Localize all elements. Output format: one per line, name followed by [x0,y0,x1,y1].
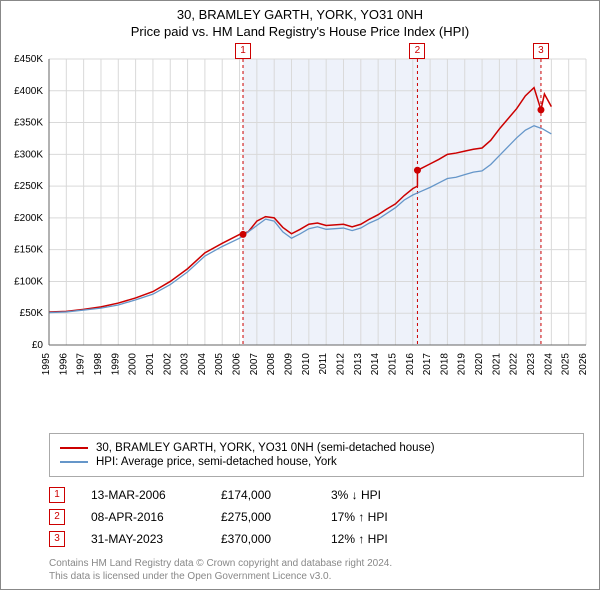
svg-text:2000: 2000 [128,353,139,376]
svg-text:1996: 1996 [58,353,69,376]
svg-text:2024: 2024 [543,353,554,376]
svg-text:£250K: £250K [14,181,43,192]
event-number: 1 [49,487,65,503]
svg-text:2004: 2004 [197,353,208,376]
event-marker-label: 3 [533,43,549,59]
svg-text:2026: 2026 [578,353,589,376]
event-diff: 17% ↑ HPI [331,510,451,524]
footer-line: Contains HM Land Registry data © Crown c… [49,557,584,570]
page-title: 30, BRAMLEY GARTH, YORK, YO31 0NH [1,7,599,22]
footer-line: This data is licensed under the Open Gov… [49,570,584,583]
svg-text:1999: 1999 [110,353,121,376]
svg-text:2008: 2008 [266,353,277,376]
event-diff: 3% ↓ HPI [331,488,451,502]
event-diff: 12% ↑ HPI [331,532,451,546]
event-date: 13-MAR-2006 [91,488,221,502]
legend-swatch [60,447,88,449]
svg-text:1998: 1998 [93,353,104,376]
legend-label: HPI: Average price, semi-detached house,… [96,456,337,468]
legend-swatch [60,461,88,463]
svg-text:£400K: £400K [14,86,43,97]
events-table: 1 13-MAR-2006 £174,000 3% ↓ HPI 2 08-APR… [49,481,451,553]
svg-text:£200K: £200K [14,213,43,224]
table-row: 1 13-MAR-2006 £174,000 3% ↓ HPI [49,487,451,503]
table-row: 3 31-MAY-2023 £370,000 12% ↑ HPI [49,531,451,547]
svg-text:2007: 2007 [249,353,260,376]
svg-text:2015: 2015 [387,353,398,376]
svg-text:£350K: £350K [14,118,43,129]
svg-text:£150K: £150K [14,245,43,256]
svg-text:£100K: £100K [14,276,43,287]
legend: 30, BRAMLEY GARTH, YORK, YO31 0NH (semi-… [49,433,584,477]
svg-text:2018: 2018 [439,353,450,376]
svg-text:2025: 2025 [561,353,572,376]
svg-text:2011: 2011 [318,353,329,375]
svg-text:£450K: £450K [14,54,43,65]
svg-text:2005: 2005 [214,353,225,376]
svg-text:2019: 2019 [457,353,468,376]
page-subtitle: Price paid vs. HM Land Registry's House … [1,24,599,39]
svg-text:2006: 2006 [232,353,243,376]
event-price: £174,000 [221,488,331,502]
svg-text:£0: £0 [32,340,44,351]
event-date: 31-MAY-2023 [91,532,221,546]
svg-text:2021: 2021 [491,353,502,376]
event-price: £370,000 [221,532,331,546]
event-number: 3 [49,531,65,547]
svg-text:£300K: £300K [14,149,43,160]
event-number: 2 [49,509,65,525]
event-marker-label: 2 [409,43,425,59]
legend-item: 30, BRAMLEY GARTH, YORK, YO31 0NH (semi-… [60,442,573,454]
svg-text:£50K: £50K [20,308,44,319]
event-date: 08-APR-2016 [91,510,221,524]
legend-item: HPI: Average price, semi-detached house,… [60,456,573,468]
svg-text:2001: 2001 [145,353,156,376]
svg-text:2013: 2013 [353,353,364,376]
svg-text:2014: 2014 [370,353,381,376]
svg-text:1995: 1995 [41,353,52,376]
svg-text:2023: 2023 [526,353,537,376]
event-price: £275,000 [221,510,331,524]
svg-text:2016: 2016 [405,353,416,376]
chart-area: £0£50K£100K£150K£200K£250K£300K£350K£400… [49,59,584,389]
svg-text:2010: 2010 [301,353,312,376]
table-row: 2 08-APR-2016 £275,000 17% ↑ HPI [49,509,451,525]
svg-text:2022: 2022 [509,353,520,376]
svg-text:2012: 2012 [335,353,346,376]
legend-label: 30, BRAMLEY GARTH, YORK, YO31 0NH (semi-… [96,442,435,454]
price-chart: £0£50K£100K£150K£200K£250K£300K£350K£400… [49,59,586,389]
footer: Contains HM Land Registry data © Crown c… [49,557,584,583]
svg-text:2020: 2020 [474,353,485,376]
event-marker-label: 1 [235,43,251,59]
svg-text:2003: 2003 [180,353,191,376]
svg-text:2002: 2002 [162,353,173,376]
svg-text:2009: 2009 [284,353,295,376]
svg-text:1997: 1997 [76,353,87,376]
svg-text:2017: 2017 [422,353,433,376]
